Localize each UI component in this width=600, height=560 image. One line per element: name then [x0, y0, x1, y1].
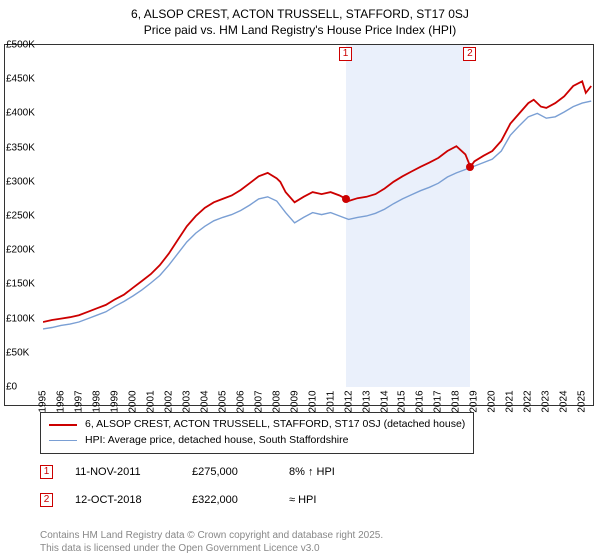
y-axis-label: £450K — [6, 74, 35, 85]
x-axis-label: 2005 — [217, 390, 228, 412]
x-axis-label: 2019 — [469, 390, 480, 412]
data-row-1: 1 11-NOV-2011 £275,000 8% ↑ HPI — [40, 465, 335, 479]
x-axis-label: 2007 — [253, 390, 264, 412]
series-line-red — [43, 81, 591, 322]
x-axis-label: 2008 — [271, 390, 282, 412]
x-axis-label: 2006 — [235, 390, 246, 412]
x-axis-label: 2023 — [541, 390, 552, 412]
data-date: 12-OCT-2018 — [75, 494, 170, 506]
footer-line-2: This data is licensed under the Open Gov… — [40, 542, 383, 555]
y-axis-label: £50K — [6, 347, 29, 358]
legend: 6, ALSOP CREST, ACTON TRUSSELL, STAFFORD… — [40, 412, 474, 454]
data-note: ≈ HPI — [289, 494, 316, 506]
x-axis-label: 1995 — [38, 390, 49, 412]
chart-container: 6, ALSOP CREST, ACTON TRUSSELL, STAFFORD… — [0, 0, 600, 560]
y-axis-label: £0 — [6, 382, 17, 393]
x-axis-label: 1998 — [91, 390, 102, 412]
x-axis-label: 2018 — [451, 390, 462, 412]
legend-swatch — [49, 440, 77, 441]
data-row-2: 2 12-OCT-2018 £322,000 ≈ HPI — [40, 493, 316, 507]
x-axis-label: 2002 — [163, 390, 174, 412]
y-axis-label: £400K — [6, 108, 35, 119]
x-axis-label: 2016 — [415, 390, 426, 412]
legend-label: 6, ALSOP CREST, ACTON TRUSSELL, STAFFORD… — [85, 417, 465, 433]
chart-title: 6, ALSOP CREST, ACTON TRUSSELL, STAFFORD… — [0, 0, 600, 38]
x-axis-label: 2014 — [379, 390, 390, 412]
y-axis-label: £150K — [6, 279, 35, 290]
marker-badge-2: 2 — [40, 493, 53, 507]
x-axis-label: 2017 — [433, 390, 444, 412]
x-axis-label: 2011 — [325, 391, 336, 413]
title-line-1: 6, ALSOP CREST, ACTON TRUSSELL, STAFFORD… — [0, 6, 600, 22]
legend-label: HPI: Average price, detached house, Sout… — [85, 433, 348, 449]
legend-swatch — [49, 424, 77, 426]
y-axis-label: £200K — [6, 245, 35, 256]
data-price: £275,000 — [192, 466, 267, 478]
plot-region: 12 — [43, 45, 593, 387]
x-axis-label: 2012 — [343, 390, 354, 412]
title-line-2: Price paid vs. HM Land Registry's House … — [0, 22, 600, 38]
x-axis-label: 2024 — [559, 390, 570, 412]
x-axis-label: 2021 — [505, 390, 516, 412]
data-price: £322,000 — [192, 494, 267, 506]
marker-point-2 — [466, 163, 474, 171]
line-svg — [43, 45, 593, 387]
x-axis-label: 2010 — [307, 390, 318, 412]
x-axis-label: 2013 — [361, 390, 372, 412]
footer: Contains HM Land Registry data © Crown c… — [40, 529, 383, 555]
marker-label-1: 1 — [339, 47, 352, 61]
y-axis-label: £500K — [6, 40, 35, 51]
x-axis-label: 2009 — [289, 390, 300, 412]
marker-label-2: 2 — [463, 47, 476, 61]
x-axis-label: 2004 — [199, 390, 210, 412]
legend-row: 6, ALSOP CREST, ACTON TRUSSELL, STAFFORD… — [49, 417, 465, 433]
footer-line-1: Contains HM Land Registry data © Crown c… — [40, 529, 383, 542]
chart-area: 12 £0£50K£100K£150K£200K£250K£300K£350K£… — [4, 44, 594, 406]
data-date: 11-NOV-2011 — [75, 466, 170, 478]
x-axis-label: 2003 — [181, 390, 192, 412]
y-axis-label: £100K — [6, 313, 35, 324]
x-axis-label: 2001 — [145, 390, 156, 412]
legend-row: HPI: Average price, detached house, Sout… — [49, 433, 465, 449]
x-axis-label: 1999 — [109, 390, 120, 412]
marker-point-1 — [342, 195, 350, 203]
x-axis-label: 2020 — [487, 390, 498, 412]
data-note: 8% ↑ HPI — [289, 466, 335, 478]
marker-badge-1: 1 — [40, 465, 53, 479]
x-axis-label: 2015 — [397, 390, 408, 412]
x-axis-label: 2000 — [127, 390, 138, 412]
y-axis-label: £350K — [6, 142, 35, 153]
x-axis-label: 2022 — [523, 390, 534, 412]
x-axis-label: 2025 — [577, 390, 588, 412]
y-axis-label: £250K — [6, 211, 35, 222]
x-axis-label: 1996 — [55, 390, 66, 412]
y-axis-label: £300K — [6, 176, 35, 187]
x-axis-label: 1997 — [73, 390, 84, 412]
